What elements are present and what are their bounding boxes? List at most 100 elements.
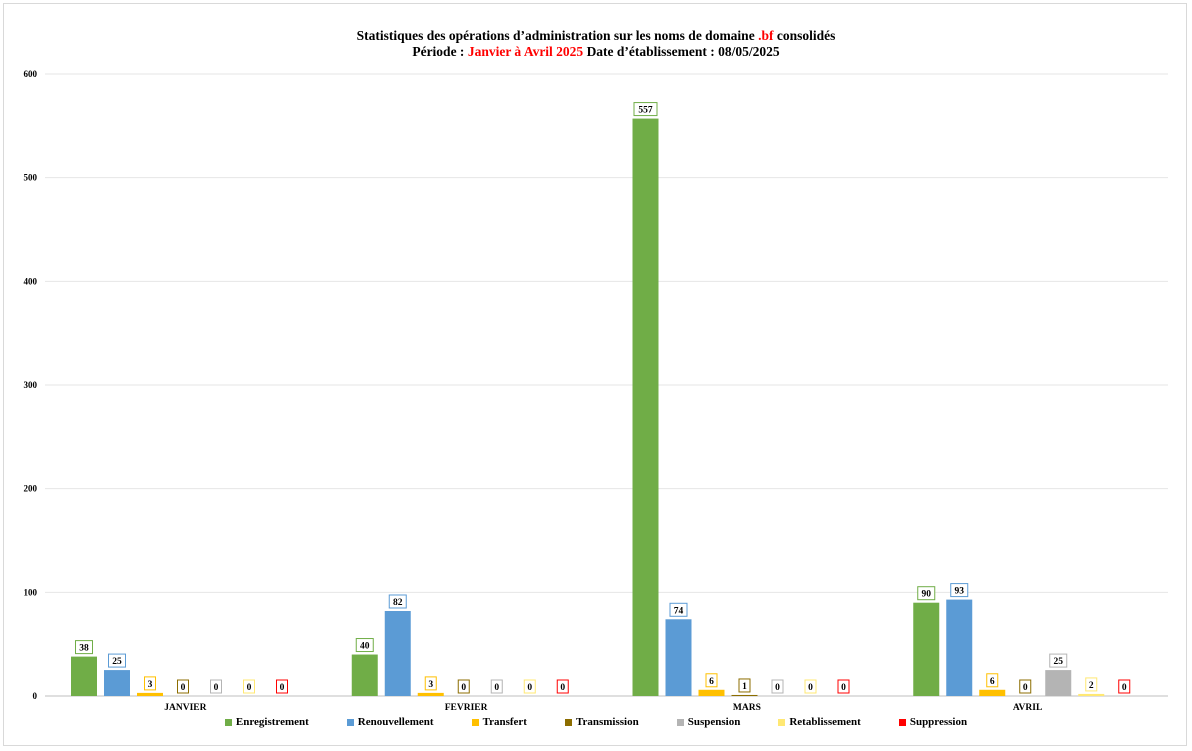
data-label: 25 (1054, 657, 1064, 667)
data-label-box (276, 679, 288, 694)
data-label: 0 (181, 683, 186, 693)
bar (71, 656, 97, 696)
chart-frame (3, 3, 1187, 746)
x-category-label: FEVRIER (445, 703, 488, 713)
y-tick-label: 400 (24, 276, 38, 286)
data-label: 0 (494, 683, 499, 693)
y-tick-label: 300 (24, 380, 38, 390)
data-label-box (490, 679, 503, 694)
data-label: 0 (214, 683, 219, 693)
legend-item: Renouvellement (346, 716, 434, 728)
data-label-box (705, 673, 718, 688)
bar (1078, 693, 1105, 696)
data-label-box (633, 102, 658, 117)
title-line-2: Période : Janvier à Avril 2025 Date d’ét… (0, 44, 1192, 60)
legend-swatch (898, 718, 906, 726)
data-label-box (1019, 679, 1032, 694)
data-label: 0 (280, 683, 285, 693)
data-label-box (144, 676, 156, 691)
data-label-box (1085, 677, 1098, 692)
title-line-2-suffix: Date d’établissement : 08/05/2025 (583, 44, 780, 59)
data-label-box (950, 583, 969, 598)
data-label: 93 (955, 587, 965, 597)
bar (1045, 670, 1072, 696)
bar (632, 118, 659, 697)
y-tick-label: 200 (24, 484, 38, 494)
legend-item: Suppression (898, 716, 968, 728)
legend-item: Enregistrement (224, 716, 309, 728)
legend-label: Retablissement (789, 716, 861, 728)
title-line-2-highlight: Janvier à Avril 2025 (467, 44, 584, 59)
data-label: 1 (742, 682, 747, 692)
legend: Enregistrement Renouvellement Transfert Tra… (0, 716, 1192, 728)
title-line-1: Statistiques des opérations d’administra… (0, 28, 1192, 44)
data-label: 2 (1089, 681, 1094, 691)
legend-swatch (346, 718, 354, 726)
data-label-box (243, 679, 255, 694)
data-label-box (669, 602, 688, 617)
legend-item: Transmission (564, 716, 639, 728)
data-label-box (1118, 679, 1131, 694)
bar (417, 692, 444, 696)
bar (137, 692, 163, 696)
data-label: 38 (79, 644, 89, 654)
title-line-1-highlight: .bf (758, 28, 774, 43)
bar (913, 602, 940, 696)
data-label: 40 (360, 642, 370, 652)
bar (665, 619, 692, 696)
bar (946, 599, 973, 696)
data-label: 74 (674, 606, 684, 616)
data-label: 82 (393, 598, 403, 608)
data-label: 3 (148, 680, 153, 690)
data-label-box (75, 640, 93, 655)
data-label-box (738, 678, 751, 693)
title-line-2-text: Période : (412, 44, 468, 59)
x-category-label: MARS (733, 703, 761, 713)
data-label-box (108, 653, 126, 668)
data-label: 0 (461, 683, 466, 693)
data-label: 0 (1122, 683, 1127, 693)
data-label: 0 (247, 683, 252, 693)
data-label: 3 (428, 680, 433, 690)
y-tick-label: 0 (33, 691, 38, 701)
data-label: 0 (808, 683, 813, 693)
legend-label: Suspension (687, 716, 741, 728)
bar (384, 610, 411, 696)
chart-title: Statistiques des opérations d’administra… (0, 28, 1192, 60)
data-label: 0 (775, 683, 780, 693)
title-line-1-text: Statistiques des opérations d’administra… (356, 28, 759, 43)
bar (698, 689, 725, 696)
legend-swatch (564, 718, 572, 726)
data-label-box (388, 594, 407, 609)
legend-label: Renouvellement (357, 716, 434, 728)
data-label-box (177, 679, 189, 694)
data-label-box (917, 586, 936, 601)
legend-label: Transmission (575, 716, 639, 728)
bar (979, 689, 1006, 696)
bar (104, 670, 130, 696)
legend-label: Enregistrement (235, 716, 309, 728)
y-tick-label: 600 (24, 69, 38, 79)
data-label-box (804, 679, 817, 694)
legend-swatch (676, 718, 684, 726)
legend-swatch (224, 718, 232, 726)
legend-item: Transfert (471, 716, 527, 728)
bar (351, 654, 378, 696)
data-label-box (1049, 653, 1068, 668)
legend-label: Suppression (909, 716, 968, 728)
x-category-label: JANVIER (164, 703, 206, 713)
data-label-box (523, 679, 536, 694)
legend-swatch (778, 718, 786, 726)
data-label-box (837, 679, 850, 694)
data-label-box (457, 679, 470, 694)
data-label: 6 (709, 677, 714, 687)
data-label-box (210, 679, 222, 694)
data-label: 0 (560, 683, 565, 693)
data-label-box (771, 679, 784, 694)
data-label: 0 (841, 683, 846, 693)
data-label-box (556, 679, 569, 694)
data-label: 0 (527, 683, 532, 693)
data-label-box (424, 676, 437, 691)
legend-item: Suspension (676, 716, 741, 728)
